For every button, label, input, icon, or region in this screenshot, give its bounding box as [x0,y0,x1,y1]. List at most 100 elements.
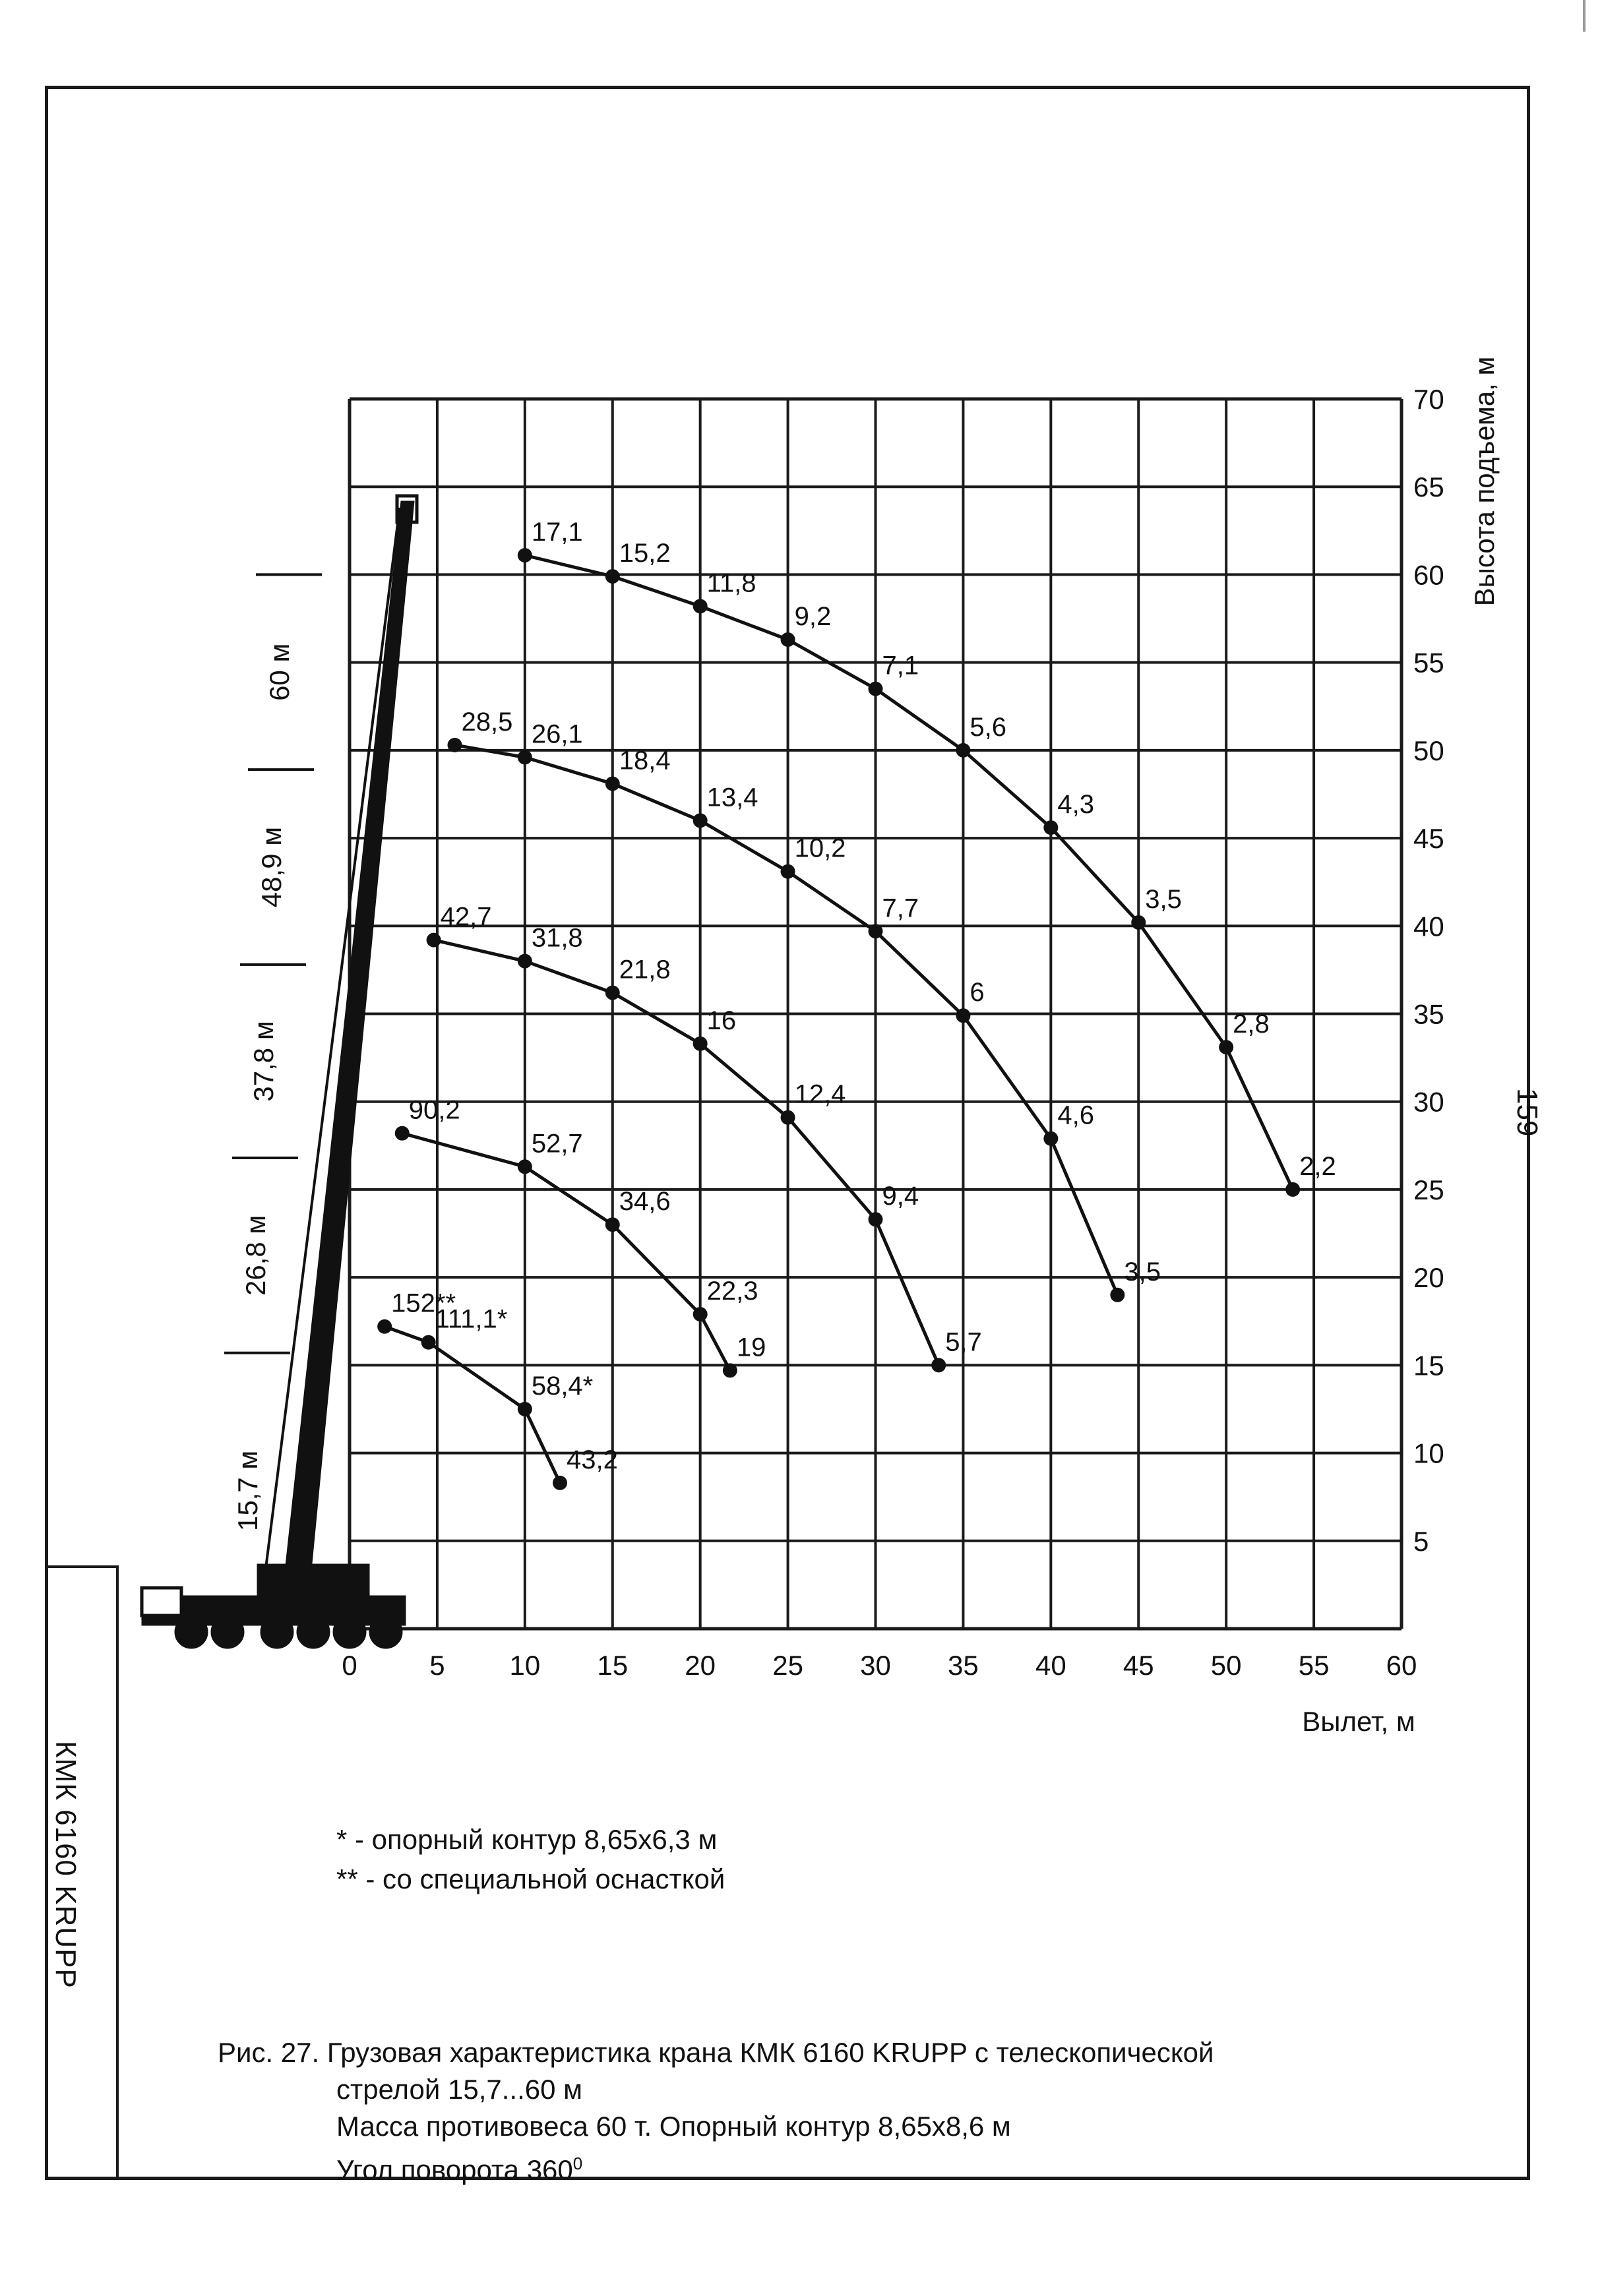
crane-wheel [260,1615,294,1649]
y-tick-label: 5 [1413,1526,1429,1557]
data-label: 5,6 [970,713,1006,742]
data-point [956,1008,971,1023]
data-point [1043,1131,1059,1146]
x-tick-label: 5 [429,1650,445,1681]
data-point [693,813,708,828]
caption-line-4-text: Угол поворота 360 [336,2154,573,2185]
data-label: 28,5 [462,708,513,737]
data-point [1043,820,1059,835]
footnotes: * - опорный контур 8,65х6,3 м ** - со сп… [336,1820,725,1899]
x-tick-label: 50 [1211,1650,1242,1681]
page-edge-mark [1583,0,1586,32]
data-label: 2,2 [1299,1152,1336,1181]
load-curve [384,1325,562,1484]
crane-illustration [140,494,419,1649]
data-label: 58,4* [532,1372,593,1401]
sidebar-box [45,1565,119,2180]
data-point [722,1363,737,1378]
data-label: 42,7 [441,903,492,932]
data-point [447,737,462,752]
data-point [868,681,883,696]
crane-front-cab [140,1586,183,1617]
data-point [693,1036,708,1051]
data-label: 3,5 [1145,885,1182,914]
boom-length-label: 37,8 м [248,1021,279,1101]
data-label: 3,5 [1124,1257,1161,1286]
data-point [517,750,532,765]
data-label: 26,1 [532,720,583,749]
data-label: 22,3 [707,1277,758,1306]
data-label: 7,7 [882,893,919,922]
data-label: 13,4 [707,783,758,812]
data-point [956,742,971,758]
data-label: 43,2 [567,1445,618,1474]
data-label: 4,6 [1057,1101,1094,1130]
y-tick-label: 70 [1413,384,1444,415]
x-tick-label: 35 [948,1650,979,1681]
x-tick-label: 20 [685,1650,716,1681]
footnote-1: * - опорный контур 8,65х6,3 м [336,1824,718,1855]
boom-length-label: 60 м [264,644,295,701]
y-tick-label: 60 [1413,559,1444,590]
x-tick-label: 30 [860,1650,891,1681]
data-point [693,1307,708,1322]
data-label: 31,8 [532,924,583,953]
load-curve [402,1132,732,1372]
crane-head [395,494,419,524]
data-label: 19 [737,1333,766,1362]
data-point [1219,1040,1234,1055]
data-point [693,599,708,614]
load-curve [454,743,1119,1296]
boom-length-label: 48,9 м [256,827,287,907]
data-point [605,985,620,1000]
data-label: 18,4 [619,746,671,775]
data-label: 11,8 [707,568,756,597]
y-tick-label: 25 [1413,1174,1444,1205]
data-point [421,1335,436,1350]
data-point [517,548,532,563]
x-tick-label: 15 [597,1650,628,1681]
data-label: 9,2 [795,602,832,631]
x-tick-label: 40 [1035,1650,1066,1681]
crane-wheel [332,1615,367,1649]
load-curves: 152**111,1* 58,4* 43,2 90,2 52,7 34,6 22,3 19 42… [377,518,1336,1490]
y-tick-label: 50 [1413,735,1444,766]
data-label: 15,2 [619,539,671,568]
y-tick-label: 30 [1413,1087,1444,1118]
y-tick-label: 40 [1413,911,1444,942]
data-label: 16 [707,1006,737,1035]
data-label: 4,3 [1057,790,1094,819]
x-tick-label: 55 [1299,1650,1330,1681]
data-label: 152** [391,1289,456,1318]
data-point [780,1110,795,1125]
boom-length-label: 26,8 м [240,1215,271,1296]
boom-length-label: 15,7 м [232,1451,263,1531]
data-label: 111,1* [435,1305,508,1334]
data-label: 17,1 [532,518,583,547]
data-label: 34,6 [619,1187,671,1216]
data-point [517,953,532,969]
data-label: 10,2 [795,834,846,863]
data-label: 12,4 [795,1080,846,1109]
data-label: 52,7 [532,1129,583,1158]
caption-line-3: Масса противовеса 60 т. Опорный контур 8… [336,2111,1011,2142]
y-tick-labels: 5 10 15 20 25 30 35 40 45 50 55 60 65 70 [1413,384,1444,1557]
y-tick-label: 20 [1413,1262,1444,1293]
data-point [1110,1287,1125,1302]
data-label: 5,7 [945,1327,982,1356]
caption-line-2: стрелой 15,7...60 м [336,2074,583,2105]
data-point [605,1217,620,1232]
crane-wheel [174,1615,208,1649]
degree-mark: 0 [572,2154,583,2173]
data-point [1131,915,1146,930]
y-tick-label: 10 [1413,1438,1444,1469]
x-tick-labels: 0 5 10 15 20 25 30 35 40 45 50 55 60 [342,1650,1417,1681]
y-tick-label: 55 [1413,648,1444,679]
x-tick-label: 10 [509,1650,540,1681]
data-point [780,632,795,648]
crane-wheel [369,1615,403,1649]
data-point [780,864,795,879]
x-axis-label: Вылет, м [1302,1706,1415,1737]
y-tick-label: 35 [1413,999,1444,1030]
